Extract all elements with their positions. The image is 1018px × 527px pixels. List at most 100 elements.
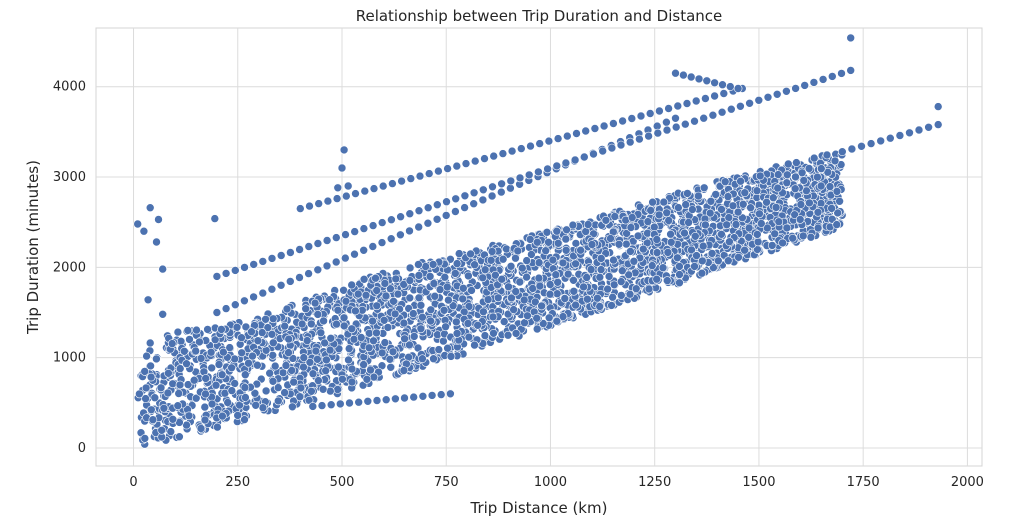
data-point — [139, 226, 149, 236]
data-point — [258, 257, 268, 266]
data-point — [655, 106, 664, 116]
data-point — [895, 131, 905, 140]
data-point — [386, 284, 395, 294]
data-point — [511, 253, 520, 263]
data-point — [296, 383, 306, 393]
data-point — [223, 398, 232, 407]
data-point — [791, 84, 800, 93]
data-point — [515, 173, 525, 183]
data-point — [463, 319, 473, 328]
data-point — [506, 176, 516, 186]
data-point — [381, 395, 391, 405]
data-point — [648, 197, 657, 207]
data-point — [583, 220, 593, 229]
data-point — [717, 230, 726, 239]
data-point — [552, 226, 562, 236]
data-point — [538, 319, 548, 328]
data-point — [287, 366, 297, 375]
data-point — [354, 397, 364, 407]
data-point — [148, 415, 158, 425]
data-point — [569, 286, 579, 296]
data-point — [544, 238, 553, 247]
data-point — [827, 72, 837, 81]
data-point — [451, 317, 461, 327]
data-point — [326, 400, 336, 410]
data-point — [363, 396, 373, 406]
data-point — [526, 141, 535, 151]
data-point — [718, 80, 727, 89]
data-point — [284, 334, 294, 344]
data-point — [270, 361, 280, 371]
data-point — [251, 400, 260, 410]
data-point — [616, 277, 626, 286]
data-point — [176, 336, 186, 346]
data-point — [258, 288, 268, 298]
data-point — [682, 99, 692, 108]
data-point — [295, 273, 304, 282]
data-point — [359, 360, 368, 369]
data-point — [548, 255, 558, 265]
data-point — [405, 293, 415, 303]
data-point — [609, 119, 618, 128]
data-point — [646, 206, 656, 215]
data-point — [608, 292, 617, 302]
data-point — [699, 113, 709, 123]
data-point — [487, 191, 497, 201]
data-point — [173, 401, 183, 411]
data-point — [217, 370, 227, 380]
data-point — [399, 280, 409, 289]
data-point — [846, 33, 856, 43]
data-point — [560, 294, 570, 303]
data-point — [451, 207, 460, 216]
data-point — [175, 364, 185, 373]
data-point — [579, 152, 589, 162]
data-point — [683, 189, 692, 198]
data-point — [762, 197, 771, 207]
data-point — [406, 174, 416, 183]
data-point — [380, 338, 390, 347]
data-point — [725, 237, 734, 246]
data-point — [379, 315, 389, 325]
data-point — [432, 215, 442, 224]
data-point — [258, 403, 268, 413]
data-point — [285, 277, 295, 286]
data-point — [711, 190, 721, 199]
data-point — [524, 170, 534, 180]
data-point — [631, 284, 641, 294]
data-point — [418, 312, 427, 322]
data-point — [603, 284, 612, 294]
data-point — [674, 203, 683, 212]
data-point — [168, 414, 178, 424]
data-point — [835, 197, 844, 206]
data-point — [237, 348, 246, 358]
data-point — [450, 269, 460, 278]
data-point — [571, 259, 580, 269]
data-point — [885, 133, 895, 143]
data-point — [480, 331, 490, 340]
data-point — [596, 254, 606, 263]
data-point — [924, 123, 933, 132]
data-point — [617, 266, 627, 276]
data-point — [460, 203, 469, 212]
data-point — [334, 362, 343, 372]
data-point — [740, 245, 749, 255]
data-point — [280, 321, 290, 331]
data-point — [325, 386, 335, 396]
data-point — [590, 124, 600, 133]
data-point — [523, 311, 532, 321]
data-point — [509, 305, 518, 314]
data-point — [710, 91, 719, 101]
data-point — [219, 347, 228, 357]
data-point — [675, 270, 684, 279]
data-point — [331, 233, 341, 242]
data-point — [386, 234, 396, 243]
data-point — [738, 200, 748, 209]
data-point — [830, 156, 840, 166]
data-point — [534, 258, 544, 267]
data-point — [196, 354, 206, 363]
data-point — [429, 279, 439, 288]
data-point — [299, 362, 308, 372]
data-point — [344, 344, 354, 353]
y-tick-label: 2000 — [53, 260, 86, 275]
data-point — [551, 270, 561, 280]
